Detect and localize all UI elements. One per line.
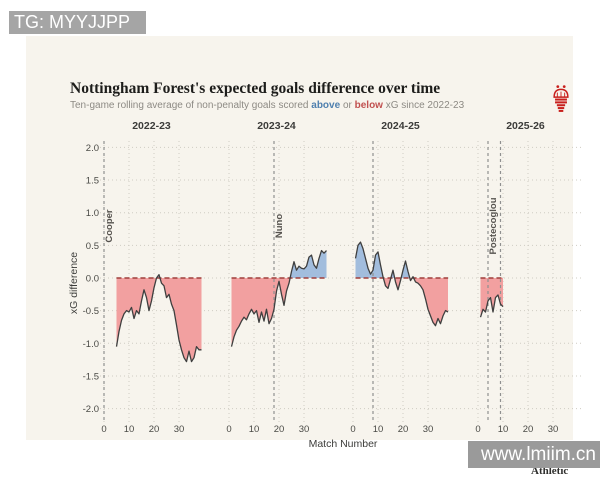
nottingham-forest-crest-icon	[553, 85, 569, 112]
x-tick-label: 30	[299, 424, 310, 435]
area-fill-below	[480, 278, 503, 318]
season-label: 2022-23	[132, 120, 171, 132]
area-fill-above	[355, 242, 384, 278]
x-tick-label: 0	[475, 424, 480, 435]
x-tick-label: 30	[423, 424, 434, 435]
x-tick-label: 10	[373, 424, 384, 435]
x-tick-label: 30	[174, 424, 185, 435]
chart-subtitle: Ten-game rolling average of non-penalty …	[70, 100, 550, 111]
subtitle-above-highlight: above	[311, 100, 341, 111]
x-tick-label: 20	[398, 424, 409, 435]
subtitle-below-highlight: below	[354, 100, 383, 111]
season-label: 2025-26	[506, 120, 545, 132]
y-tick-label: -1.0	[83, 339, 99, 350]
area-fill-below	[116, 278, 157, 347]
xg-difference-series-line	[479, 294, 504, 318]
season-label: 2023-24	[257, 120, 296, 132]
y-axis-title: xG difference	[68, 251, 80, 315]
area-fill-below	[413, 278, 448, 326]
x-axis-title: Match Number	[308, 438, 378, 450]
xg-difference-series-line	[354, 241, 449, 327]
chart-title: Nottingham Forest's expected goals diffe…	[70, 80, 441, 97]
x-tick-label: 0	[226, 424, 231, 435]
x-tick-label: 20	[274, 424, 285, 435]
x-tick-label: 10	[124, 424, 135, 435]
xg-difference-chart: 2.01.51.00.50.0-0.5-1.0-1.5-2.00 10 20 3020…	[83, 120, 584, 435]
subtitle-text-or: or	[340, 100, 355, 111]
area-fill-above	[401, 261, 410, 278]
subtitle-text-suffix: xG since 2022-23	[382, 100, 465, 111]
xg-difference-series-line	[115, 274, 202, 363]
x-tick-label: 10	[249, 424, 260, 435]
y-tick-label: 0.0	[86, 274, 99, 285]
watermark-bottom-right: www.lmiim.cn	[468, 441, 600, 468]
x-tick-label: 20	[523, 424, 534, 435]
season-label: 2024-25	[381, 120, 420, 132]
x-tick-label: 20	[149, 424, 160, 435]
subtitle-text-prefix: Ten-game rolling average of non-penalty …	[70, 100, 312, 111]
manager-label: Nuno	[274, 214, 285, 238]
manager-label: Postecoglou	[488, 197, 499, 254]
y-tick-label: -0.5	[83, 306, 99, 317]
chart-card: 2.0 1.5 1.0 0.5 0.0 -0.5 -1.0 -1.5 -2.0 0 10 20 30 20…	[26, 36, 584, 477]
x-tick-label: 30	[548, 424, 559, 435]
x-tick-label: 0	[350, 424, 355, 435]
y-tick-label: -1.5	[83, 371, 99, 382]
y-tick-label: 1.5	[86, 176, 99, 187]
area-fill-below	[383, 278, 391, 289]
watermark-top-left: TG: MYYJJPP	[9, 11, 146, 34]
manager-label: Cooper	[104, 209, 115, 243]
xg-difference-series-line	[230, 249, 327, 347]
y-tick-label: -2.0	[83, 404, 99, 415]
y-tick-label: 2.0	[86, 143, 99, 154]
area-fill-above	[290, 250, 327, 278]
y-tick-label: 0.5	[86, 241, 99, 252]
x-tick-label: 10	[498, 424, 509, 435]
area-fill-below	[394, 278, 402, 290]
x-tick-label: 0	[101, 424, 106, 435]
y-tick-label: 1.0	[86, 208, 99, 219]
